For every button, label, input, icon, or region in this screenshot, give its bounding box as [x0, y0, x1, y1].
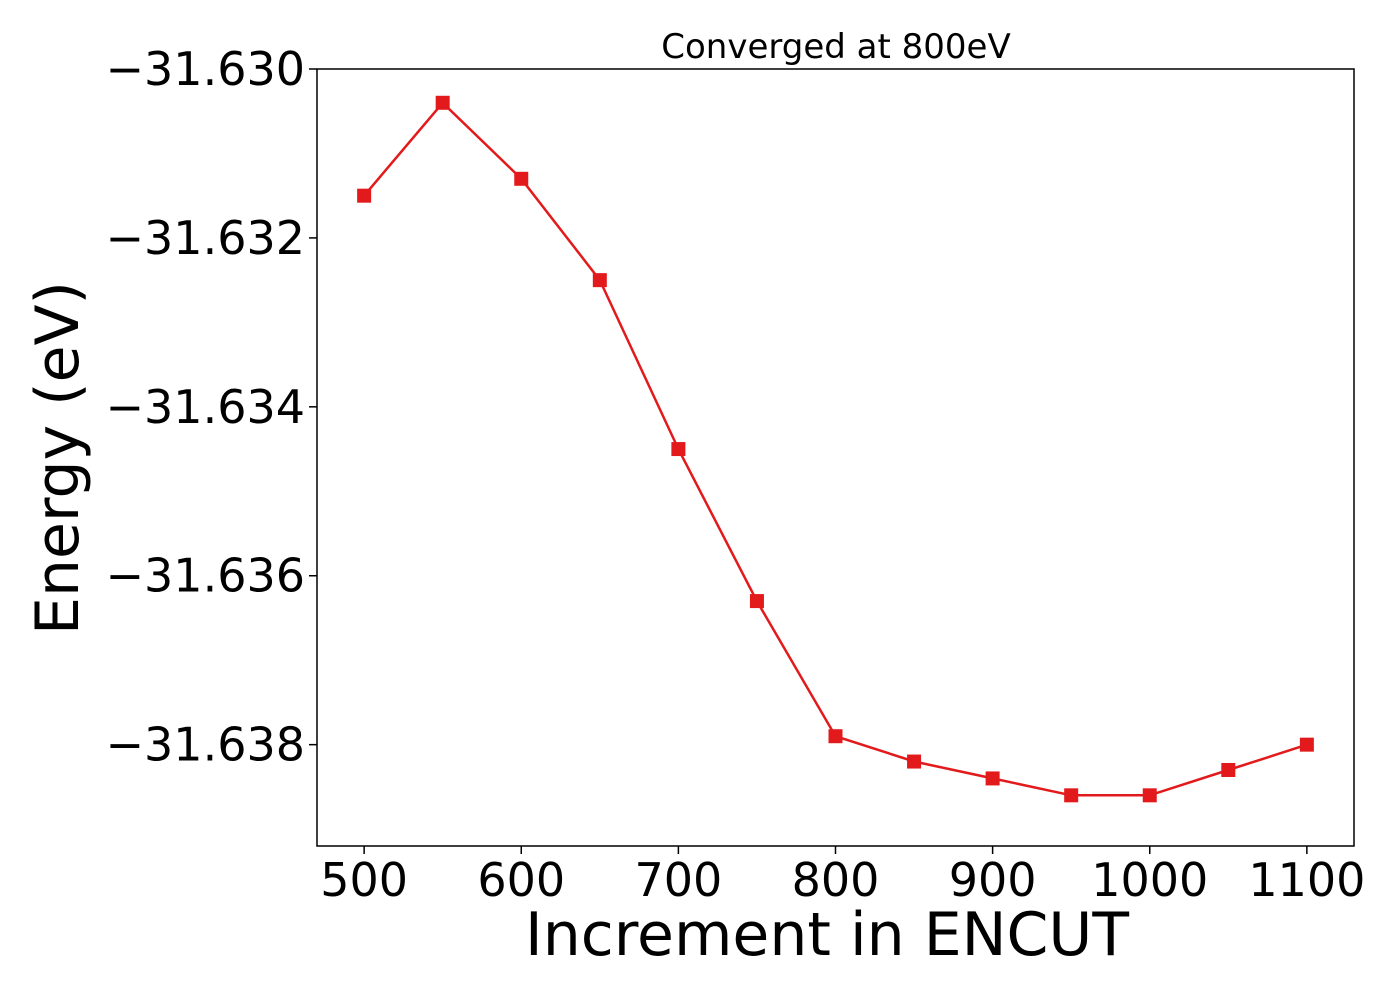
data-point-marker — [985, 771, 1000, 786]
y-tick-label: −31.634 — [106, 380, 306, 434]
x-tick-label: 800 — [792, 853, 880, 907]
data-point-marker — [1142, 788, 1157, 803]
data-point-marker — [1221, 762, 1236, 777]
x-tick-label: 900 — [949, 853, 1037, 907]
series-layer — [357, 95, 1314, 803]
data-point-marker — [514, 171, 529, 186]
x-tick-label: 600 — [477, 853, 565, 907]
y-tick-label: −31.638 — [106, 718, 306, 772]
data-point-marker — [1299, 737, 1314, 752]
y-axis: −31.630 −31.632 −31.634 −31.636 −31.638 — [106, 42, 317, 772]
data-point-marker — [828, 729, 843, 744]
x-tick-label: 500 — [320, 853, 408, 907]
data-point-marker — [749, 594, 764, 609]
series-line — [363, 100, 1308, 797]
data-point-marker — [671, 442, 686, 457]
x-tick-label: 1000 — [1091, 853, 1208, 907]
y-tick-label: −31.632 — [106, 211, 306, 265]
data-point-marker — [592, 273, 607, 288]
x-tick-label: 1100 — [1248, 853, 1365, 907]
y-tick-label: −31.636 — [106, 549, 306, 603]
y-tick-label: −31.630 — [106, 42, 306, 96]
y-axis-label: Energy (eV) — [23, 281, 93, 635]
data-point-marker — [1064, 788, 1079, 803]
data-point-marker — [907, 754, 922, 769]
x-axis-label: Increment in ENCUT — [525, 900, 1129, 970]
data-point-marker — [435, 95, 450, 110]
x-tick-label: 700 — [634, 853, 722, 907]
data-point-marker — [357, 188, 372, 203]
x-axis: 500 600 700 800 900 1000 1100 — [320, 846, 1365, 907]
chart-title: Converged at 800eV — [661, 27, 1010, 67]
